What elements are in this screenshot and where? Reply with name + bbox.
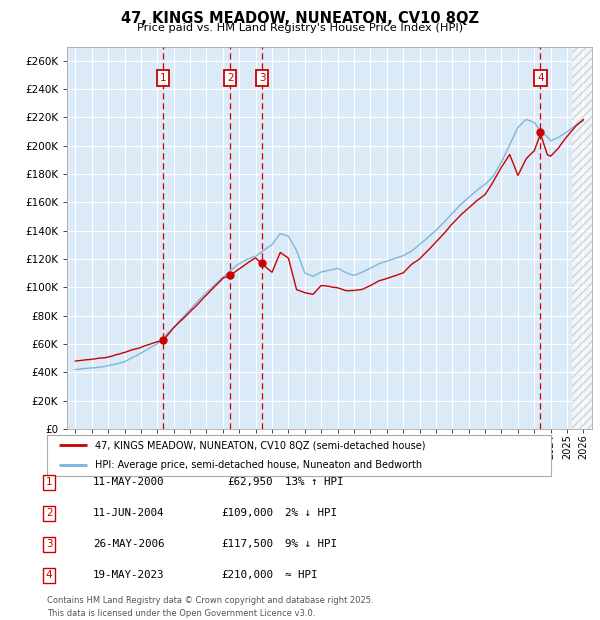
Text: 4: 4	[46, 570, 53, 580]
Text: £109,000: £109,000	[221, 508, 273, 518]
Text: £210,000: £210,000	[221, 570, 273, 580]
Text: ≈ HPI: ≈ HPI	[285, 570, 317, 580]
Text: 2% ↓ HPI: 2% ↓ HPI	[285, 508, 337, 518]
Text: 11-MAY-2000: 11-MAY-2000	[93, 477, 164, 487]
Text: 13% ↑ HPI: 13% ↑ HPI	[285, 477, 343, 487]
Text: 47, KINGS MEADOW, NUNEATON, CV10 8QZ (semi-detached house): 47, KINGS MEADOW, NUNEATON, CV10 8QZ (se…	[95, 440, 425, 450]
Text: 26-MAY-2006: 26-MAY-2006	[93, 539, 164, 549]
Text: 2: 2	[227, 73, 233, 82]
Text: 2: 2	[46, 508, 53, 518]
Text: HPI: Average price, semi-detached house, Nuneaton and Bedworth: HPI: Average price, semi-detached house,…	[95, 460, 422, 470]
Text: £62,950: £62,950	[227, 477, 273, 487]
Text: Contains HM Land Registry data © Crown copyright and database right 2025.
This d: Contains HM Land Registry data © Crown c…	[47, 596, 373, 618]
Text: Price paid vs. HM Land Registry's House Price Index (HPI): Price paid vs. HM Land Registry's House …	[137, 23, 463, 33]
Text: £117,500: £117,500	[221, 539, 273, 549]
Polygon shape	[572, 46, 592, 429]
Text: 3: 3	[259, 73, 266, 82]
Text: 19-MAY-2023: 19-MAY-2023	[93, 570, 164, 580]
Text: 4: 4	[537, 73, 544, 82]
Text: 1: 1	[46, 477, 53, 487]
Text: 11-JUN-2004: 11-JUN-2004	[93, 508, 164, 518]
Text: 9% ↓ HPI: 9% ↓ HPI	[285, 539, 337, 549]
Text: 47, KINGS MEADOW, NUNEATON, CV10 8QZ: 47, KINGS MEADOW, NUNEATON, CV10 8QZ	[121, 11, 479, 26]
Text: 1: 1	[160, 73, 167, 82]
Text: 3: 3	[46, 539, 53, 549]
